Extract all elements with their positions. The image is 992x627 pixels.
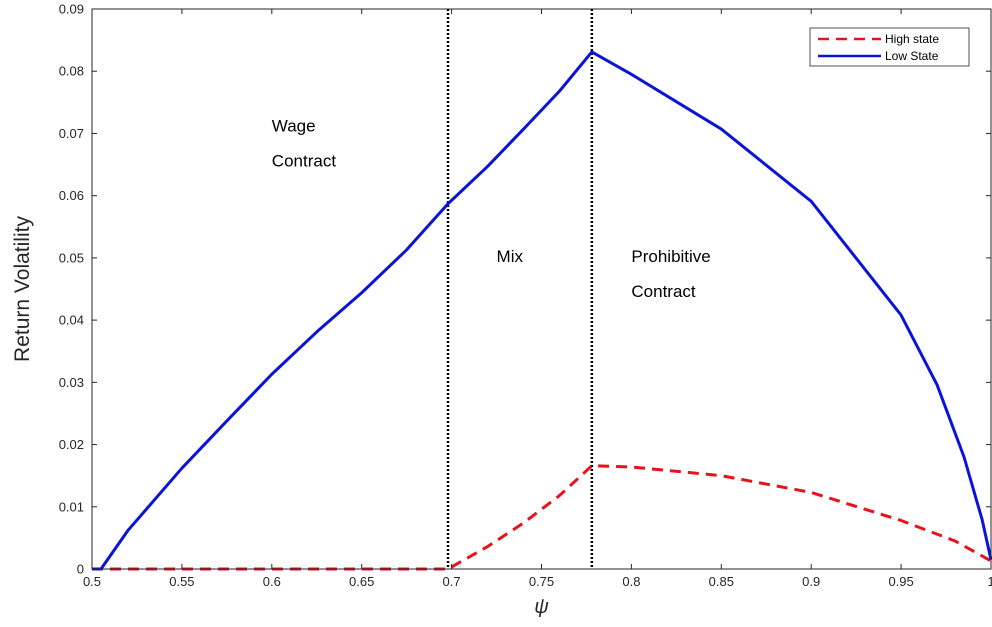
x-tick-label: 0.7 bbox=[443, 574, 461, 589]
legend-box bbox=[809, 27, 970, 67]
series-line-high-state bbox=[92, 464, 992, 571]
x-tick-label: 0.5 bbox=[83, 574, 101, 589]
y-tick-label: 0.02 bbox=[59, 437, 84, 452]
y-tick-label: 0.06 bbox=[59, 188, 84, 203]
y-tick-label: 0.04 bbox=[59, 313, 84, 328]
x-tick-label: 1 bbox=[987, 574, 992, 589]
y-tick-label: 0.08 bbox=[59, 64, 84, 79]
region-annotation: Wage bbox=[272, 117, 316, 136]
y-tick-label: 0.01 bbox=[59, 499, 84, 514]
legend-entry-label: Low State bbox=[885, 49, 939, 63]
axis-ticks: 0.5 0.55 0.6 0.65 0.7 0.75 0.8 0.85 0.9 0.95 1 0 0.0… bbox=[59, 2, 992, 590]
region-annotation: Mix bbox=[497, 247, 524, 266]
x-tick-label: 0.65 bbox=[349, 574, 374, 589]
region-annotation: Contract bbox=[272, 151, 337, 170]
x-axis-label: ψ bbox=[534, 596, 549, 618]
x-tick-label: 0.55 bbox=[169, 574, 194, 589]
y-tick-label: 0.03 bbox=[59, 375, 84, 390]
x-tick-label: 0.95 bbox=[888, 574, 913, 589]
y-tick-label: 0.07 bbox=[59, 126, 84, 141]
y-tick-label: 0.05 bbox=[59, 250, 84, 265]
plot-area bbox=[92, 9, 992, 571]
y-tick-label: 0.09 bbox=[59, 2, 84, 17]
region-annotation: Prohibitive bbox=[631, 247, 710, 266]
region-annotations: Wage Contract Mix Prohibitive Contract bbox=[272, 117, 711, 302]
x-tick-label: 0.6 bbox=[263, 574, 281, 589]
y-axis-label: Return Volatility bbox=[11, 216, 34, 362]
x-tick-label: 0.75 bbox=[529, 574, 554, 589]
axes-frame bbox=[91, 8, 992, 570]
x-tick-label: 0.85 bbox=[709, 574, 734, 589]
legend: High state Low State bbox=[809, 27, 970, 67]
x-tick-label: 0.9 bbox=[802, 574, 820, 589]
x-tick-label: 0.8 bbox=[622, 574, 640, 589]
region-annotation: Contract bbox=[631, 282, 696, 301]
y-tick-label: 0 bbox=[77, 562, 84, 577]
legend-entry-label: High state bbox=[885, 32, 939, 46]
series-line-low-state bbox=[92, 50, 992, 571]
